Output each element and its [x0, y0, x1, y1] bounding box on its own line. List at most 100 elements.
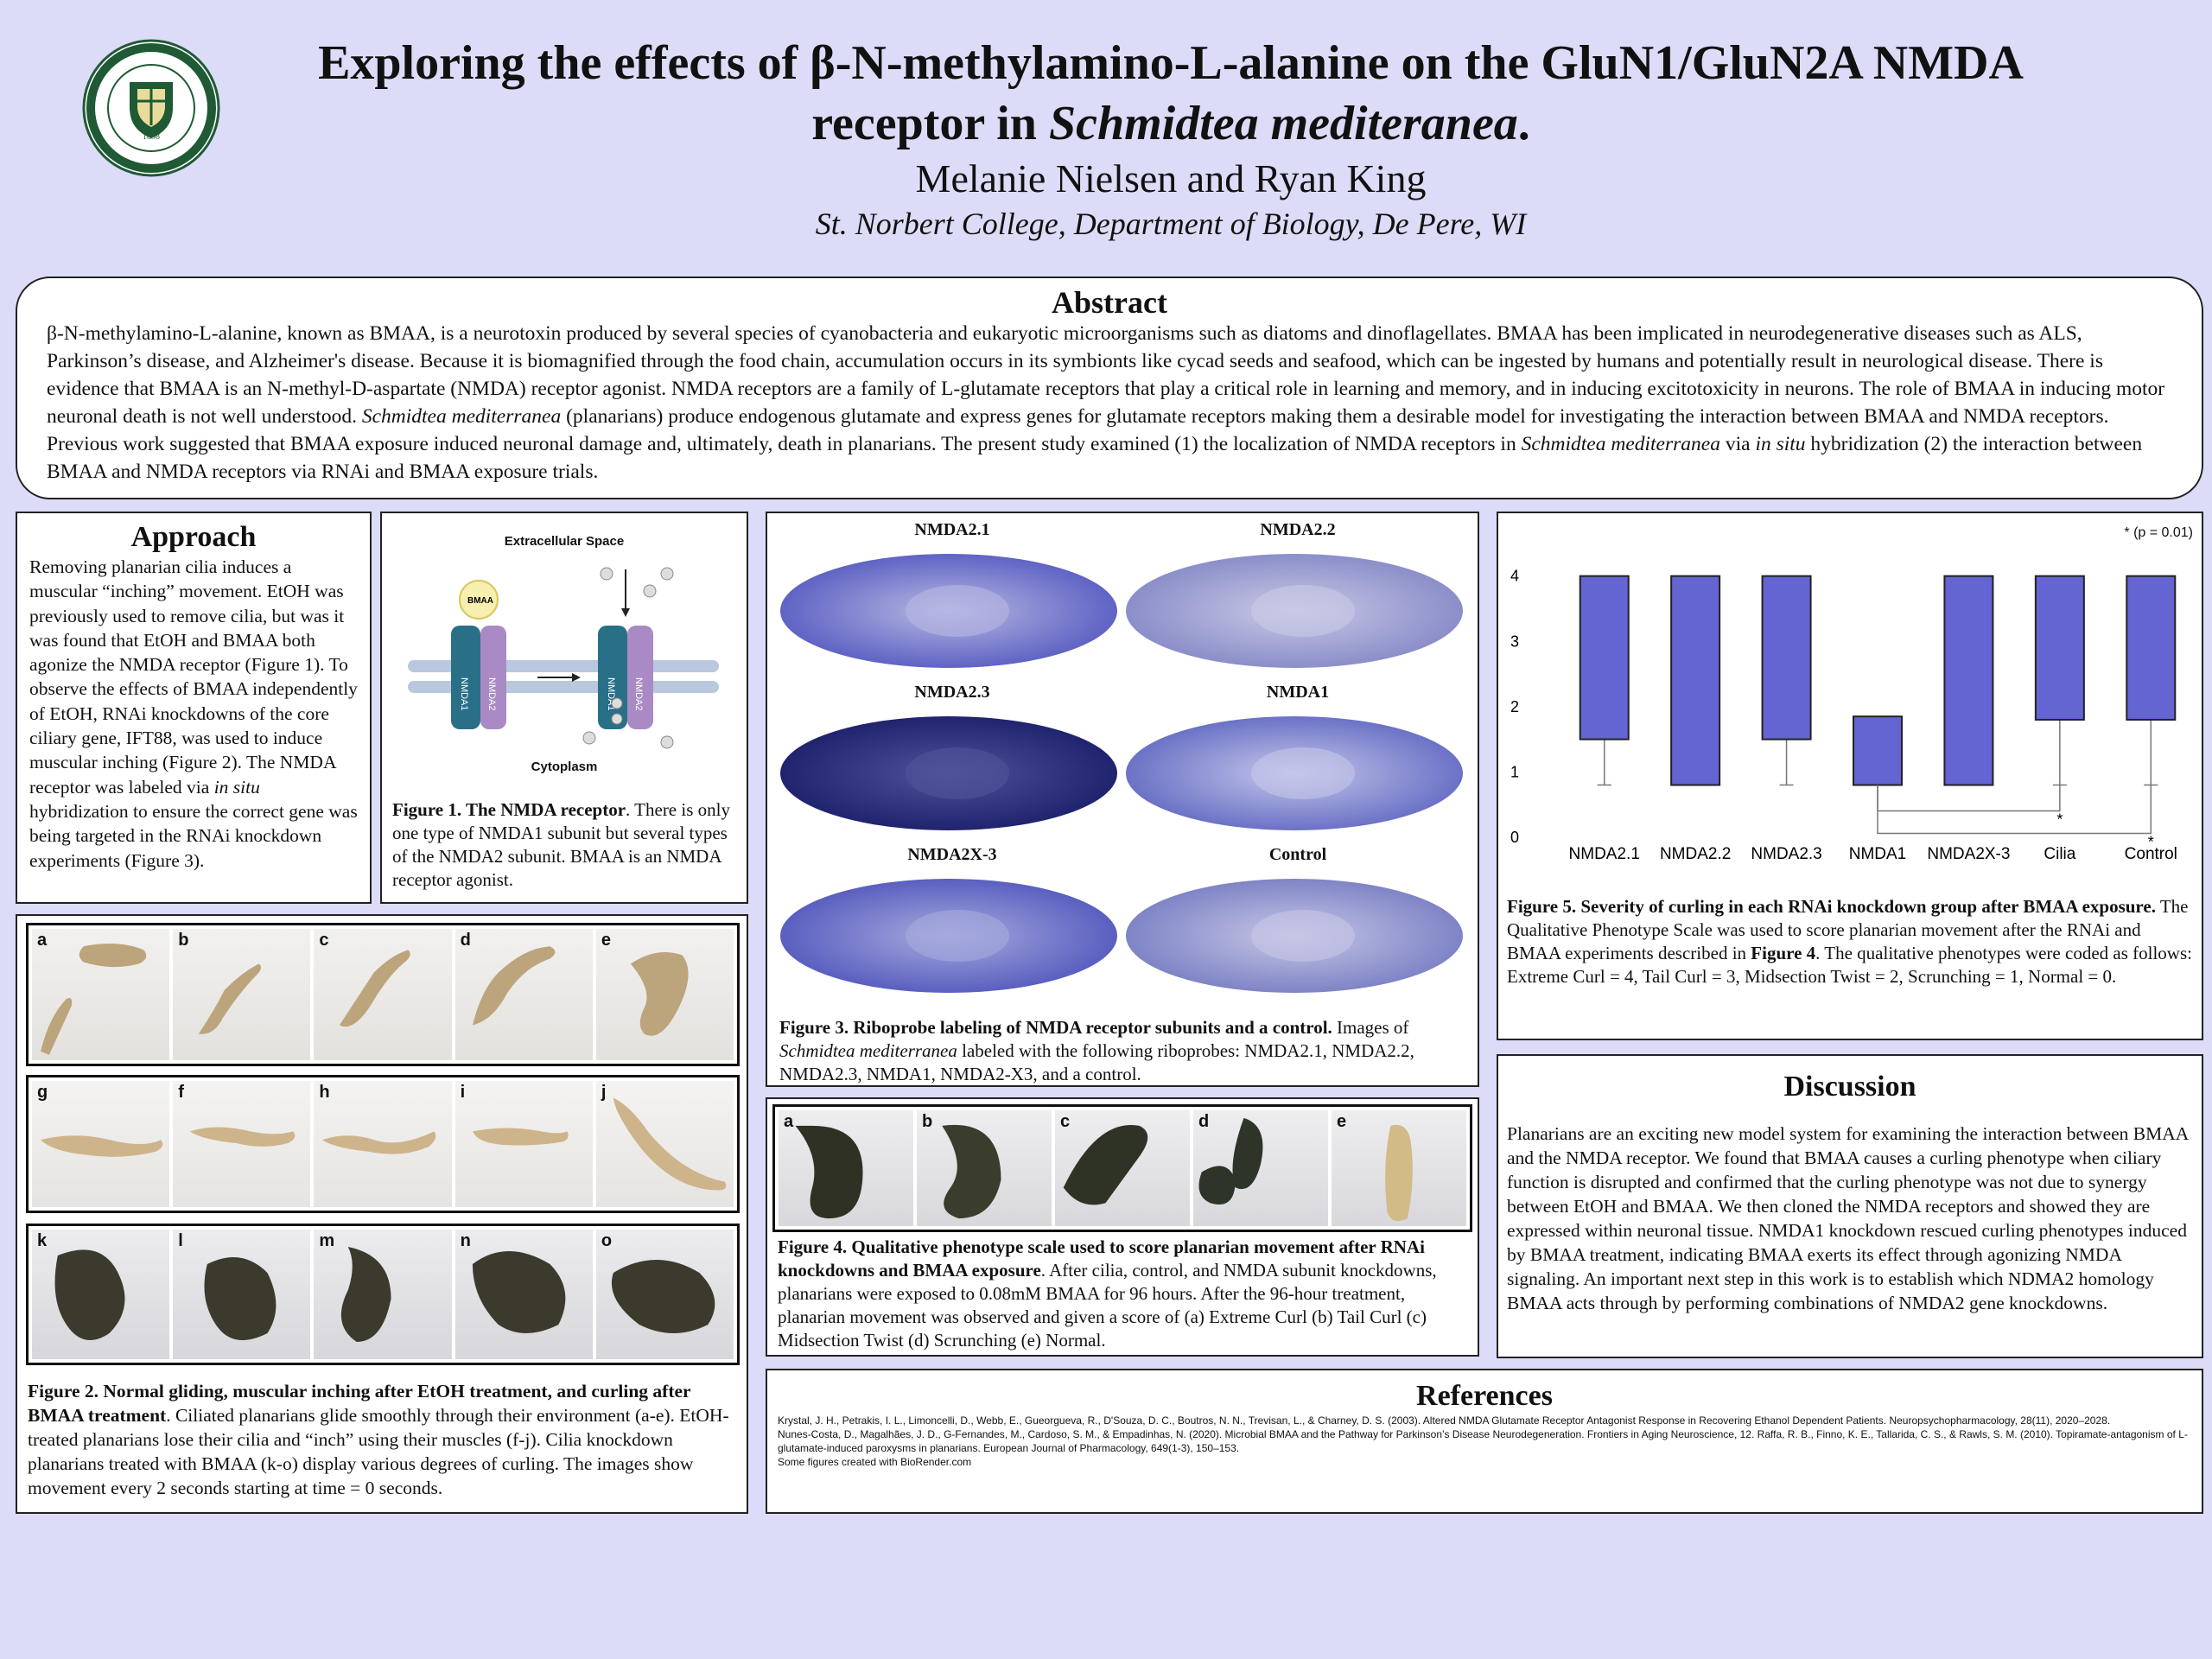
bar-Cilia	[2034, 575, 2085, 721]
planarian-photo	[322, 1131, 436, 1154]
panel-letter: b	[922, 1112, 933, 1131]
stained-planarian-image	[1126, 554, 1463, 668]
bmaa-burst-icon: BMAA	[459, 580, 499, 620]
figure3-caption: Figure 3. Riboprobe labeling of NMDA rec…	[779, 1017, 1414, 1084]
photo-frame: m	[314, 1230, 452, 1359]
severity-chart: 0 1 2 3 4 NMDA2.1 NMDA2.2 NMDA2.3 NMDA1 NMDA2X-3 C…	[1510, 568, 2177, 863]
panel-letter: g	[37, 1083, 48, 1102]
significance-bracket	[1877, 785, 2061, 812]
svg-text:NMDA1: NMDA1	[459, 677, 469, 711]
y-tick-label: 0	[1510, 829, 1519, 846]
photo-frame: c	[1055, 1110, 1190, 1226]
panel-letter: i	[460, 1083, 466, 1102]
panel-letter: a	[37, 931, 48, 950]
significance-note: * (p = 0.01)	[2124, 525, 2193, 540]
stained-planarian-image	[780, 716, 1117, 830]
fig3-label: NMDA2X-3	[907, 845, 997, 864]
approach-panel: Approach Removing planarian cilia induce…	[16, 512, 372, 904]
planarian-photo	[204, 1257, 276, 1340]
photo-frame: c	[314, 929, 452, 1060]
photo-frame: k	[32, 1230, 170, 1359]
panel-letter: n	[460, 1231, 471, 1250]
fig2-row-bmaa: k l m n o	[26, 1224, 740, 1365]
significance-bracket	[1877, 785, 2152, 835]
panel-letter: o	[601, 1231, 613, 1250]
x-tick-label: Cilia	[2044, 845, 2075, 863]
fig3-label: NMDA1	[1266, 683, 1330, 702]
stained-planarian-image	[1126, 716, 1463, 830]
nmda-receptor-diagram: NMDA1 NMDA2 NMDA1 NMDA2 BMAA	[408, 567, 719, 749]
photo-frame: d	[1193, 1110, 1328, 1226]
planarian-photo	[611, 1260, 715, 1333]
planarian-photo	[199, 963, 262, 1034]
discussion-panel: Discussion Planarians are an exciting ne…	[1497, 1054, 2203, 1358]
figure4-panel: a b c d e Figure 4. Qualitative phenotype sc…	[766, 1097, 1479, 1357]
bar-NMDA2.1	[1579, 575, 1630, 741]
stained-planarian-image	[1126, 879, 1463, 993]
panel-letter: j	[601, 1083, 607, 1102]
panel-letter: l	[178, 1231, 183, 1250]
x-tick-label: NMDA2.2	[1660, 845, 1731, 863]
planarian-photo	[472, 946, 556, 1026]
planarian-photo	[942, 1124, 1001, 1219]
panel-letter: e	[1337, 1112, 1347, 1131]
planarian-photo	[472, 1128, 569, 1146]
abstract-heading: Abstract	[1052, 285, 1167, 320]
figure2-caption: Figure 2. Normal gliding, muscular inchi…	[28, 1381, 729, 1498]
planarian-photo	[340, 950, 411, 1027]
photo-frame: f	[173, 1081, 311, 1207]
svg-text:NMDA2: NMDA2	[633, 677, 644, 711]
approach-text: Removing planarian cilia induces a muscu…	[29, 556, 358, 871]
bar-NMDA2X-3	[1943, 575, 1994, 786]
panel-letter: f	[178, 1083, 184, 1102]
photo-frame: l	[173, 1230, 311, 1359]
y-tick-label: 4	[1510, 568, 1519, 585]
photo-frame: j	[595, 1081, 734, 1207]
panel-letter: h	[319, 1083, 330, 1102]
photo-frame: b	[173, 929, 311, 1060]
photo-frame: b	[917, 1110, 1052, 1226]
stained-planarian-image	[780, 879, 1117, 993]
figure5-panel: * (p = 0.01) 0 1 2 3 4 NMDA2.1 NMDA2.2 NMDA2.3 N…	[1497, 512, 2203, 1040]
bar-NMDA1	[1853, 715, 1903, 786]
title-line-1: Exploring the effects of β-N-methylamino…	[318, 36, 2024, 90]
planarian-photo	[1385, 1124, 1413, 1222]
photo-frame: o	[595, 1230, 734, 1359]
x-tick-label: NMDA2.3	[1751, 845, 1821, 863]
fig2-row-normal: a b c d e	[26, 923, 740, 1066]
abstract-text: β-N-methylamino-L-alanine, known as BMAA…	[47, 322, 2165, 483]
panel-letter: c	[319, 931, 329, 950]
fig3-label: NMDA2.3	[914, 683, 990, 702]
fig1-extracellular-label: Extracellular Space	[504, 534, 625, 549]
figure3-panel: NMDA2.1 NMDA2.2 NMDA2.3 NMDA1 NMDA2X-3 Contro…	[766, 512, 1479, 1087]
y-tick-label: 3	[1510, 632, 1519, 650]
photo-frame: a	[779, 1110, 913, 1226]
svg-text:BMAA: BMAA	[467, 596, 493, 606]
discussion-heading: Discussion	[1783, 1071, 1916, 1103]
college-logo: 1898	[82, 39, 220, 177]
stained-planarian-image	[780, 554, 1117, 668]
fig3-label: NMDA2.1	[914, 520, 990, 539]
title-line-2: receptor in Schmidtea mediteranea.	[811, 97, 1530, 150]
planarian-photo	[190, 1127, 296, 1147]
fig4-row: a b c d e	[772, 1104, 1472, 1232]
logo-year: 1898	[143, 132, 160, 142]
x-tick-label: Control	[2125, 845, 2177, 863]
references-heading: References	[1416, 1380, 1553, 1412]
authors: Melanie Nielsen and Ryan King	[915, 156, 1427, 200]
receptor-right: NMDA1 NMDA2	[598, 626, 653, 729]
discussion-text: Planarians are an exciting new model sys…	[1507, 1123, 2189, 1313]
reference-2: Nunes-Costa, D., Magalhães, J. D., G-Fer…	[778, 1428, 2188, 1454]
x-tick-label: NMDA2.1	[1569, 845, 1640, 863]
poster-title: Exploring the effects of β-N-methylamino…	[242, 33, 2100, 154]
planarian-photo	[1198, 1117, 1263, 1205]
x-tick-label: NMDA1	[1849, 845, 1907, 863]
photo-frame: n	[454, 1230, 593, 1359]
photo-frame: i	[454, 1081, 593, 1207]
approach-heading: Approach	[130, 521, 257, 553]
photo-frame: d	[454, 929, 593, 1060]
panel-letter: e	[601, 931, 611, 950]
planarian-photo	[40, 944, 147, 1055]
planarian-photo	[630, 952, 689, 1036]
photo-frame: e	[595, 929, 734, 1060]
